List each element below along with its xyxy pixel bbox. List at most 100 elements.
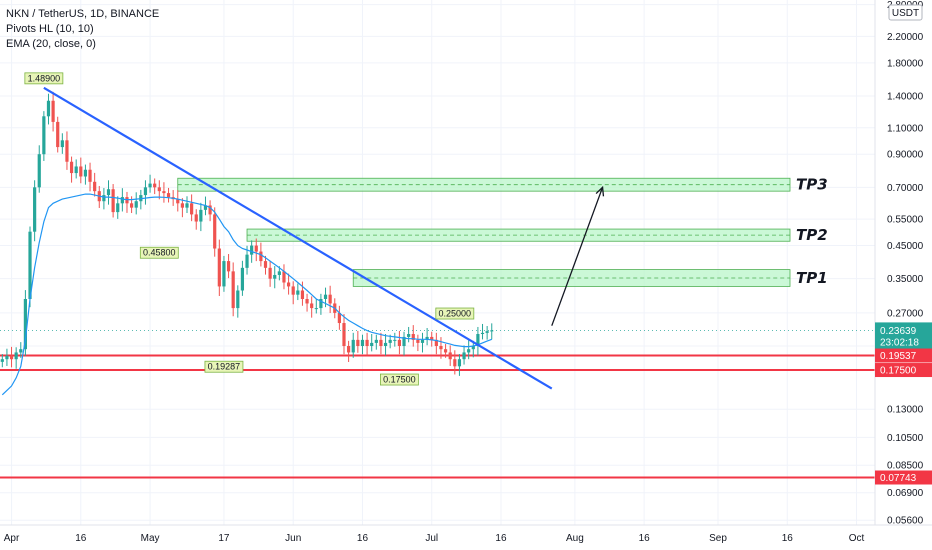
time-tick-label: 16 (357, 533, 369, 544)
candle-body (102, 195, 106, 202)
pivot-box (380, 373, 419, 386)
price-axis[interactable]: 2.800002.200001.800001.400001.100000.900… (874, 0, 932, 550)
price-tick-label: 0.10500 (887, 433, 924, 444)
pivot-box (24, 72, 64, 85)
candle-body (273, 274, 277, 279)
candle-body (471, 346, 475, 350)
candle-body (56, 121, 60, 148)
candle-body (443, 349, 448, 353)
candle-body (194, 214, 198, 222)
candle-body (365, 339, 369, 347)
trendline (43, 86, 553, 390)
ema-line (1, 193, 493, 396)
candle-body (222, 261, 226, 287)
candle-body (60, 140, 64, 148)
price-tick-label: 0.70000 (887, 183, 924, 194)
trend-drawings (43, 86, 605, 390)
candle-body (425, 336, 429, 340)
candle-body (203, 205, 208, 210)
time-tick-label: Oct (849, 533, 865, 544)
time-axis[interactable]: Apr 16 May 17 Jun 16 Jul 16 Aug 16 Sep 16 Oct (0, 524, 932, 550)
countdown-label: 23:02:18 (880, 337, 919, 348)
candle-body (467, 349, 471, 353)
level-price-label: 0.07743 (880, 473, 917, 484)
time-tick-label: Aug (566, 533, 584, 544)
candle-body (176, 199, 180, 204)
price-tick-label: 1.80000 (887, 58, 924, 69)
candle-body (379, 339, 383, 347)
candle-body (143, 187, 148, 196)
candle-body (411, 334, 415, 340)
candle-body (319, 298, 323, 309)
level-price-tag (875, 363, 932, 378)
candle-body (453, 359, 457, 367)
candle-body (236, 290, 240, 309)
candle-body (162, 191, 166, 194)
time-tick-label: 16 (782, 533, 794, 544)
pivot-label: 1.48900 (28, 73, 61, 83)
time-tick-label: 16 (75, 533, 87, 544)
candle-body (79, 166, 83, 177)
price-tick-label: 0.90000 (887, 150, 924, 161)
level-price-tag (875, 348, 932, 363)
candle-body (83, 169, 88, 177)
candle-body (291, 286, 295, 295)
candle-body (277, 271, 281, 275)
candle-body (300, 290, 305, 299)
price-tick-label: 0.55000 (887, 215, 924, 226)
candle-body (23, 298, 27, 350)
pivot-label: 0.45800 (143, 248, 176, 258)
candle-body (250, 245, 254, 255)
candle-body (231, 271, 235, 309)
candle-body (245, 254, 249, 268)
candle-body (217, 248, 221, 287)
candle-body (314, 308, 318, 310)
candle-body (199, 209, 203, 222)
tp-label: TP1 (796, 269, 828, 287)
candle-body (268, 267, 272, 279)
price-tick-label: 0.08500 (887, 461, 924, 472)
current-price-tag (875, 322, 932, 350)
time-tick-label: 16 (639, 533, 651, 544)
candle-body (360, 339, 365, 347)
time-tick-label: Sep (709, 533, 727, 544)
candle-body (383, 342, 388, 347)
price-tick-label: 1.10000 (887, 123, 924, 134)
pivots-indicator-label[interactable]: Pivots HL (10, 10) (6, 23, 94, 35)
candle-body (351, 339, 355, 353)
price-tick-label: 0.45000 (887, 241, 924, 252)
candle-body (416, 339, 420, 343)
candle-body (93, 181, 97, 192)
price-tick-label: 0.13000 (887, 405, 924, 416)
candle-body (120, 197, 124, 204)
candle-body (19, 349, 23, 353)
candle-body (420, 339, 425, 343)
candle-body (180, 203, 184, 208)
pivot-label: 0.25000 (439, 309, 472, 319)
candle-body (374, 339, 378, 343)
symbol-title[interactable]: NKN / TetherUS, 1D, BINANCE (6, 8, 160, 20)
candle-body (33, 187, 37, 232)
candle-body (166, 193, 171, 198)
candle-body (28, 231, 32, 299)
pivot-label: 0.19287 (208, 362, 241, 372)
candle-body (153, 183, 157, 188)
candle-body (9, 355, 14, 360)
level-price-label: 0.19537 (880, 351, 917, 362)
candle-body (0, 359, 4, 362)
candle-body (157, 187, 161, 192)
candle-body (51, 100, 55, 122)
candle-body (347, 346, 351, 353)
candle-body (310, 303, 314, 309)
candle-body (286, 282, 291, 287)
pivot-box (435, 307, 475, 320)
ema-indicator-label[interactable]: EMA (20, close, 0) (6, 38, 96, 50)
candle-body (213, 214, 217, 249)
candle-body (46, 100, 51, 117)
candle-body (5, 355, 9, 360)
candle-body (296, 290, 300, 295)
tp-zones: TP1 TP2 TP3 (177, 176, 828, 287)
currency-label: USDT (892, 8, 919, 19)
candle-body (226, 261, 231, 272)
